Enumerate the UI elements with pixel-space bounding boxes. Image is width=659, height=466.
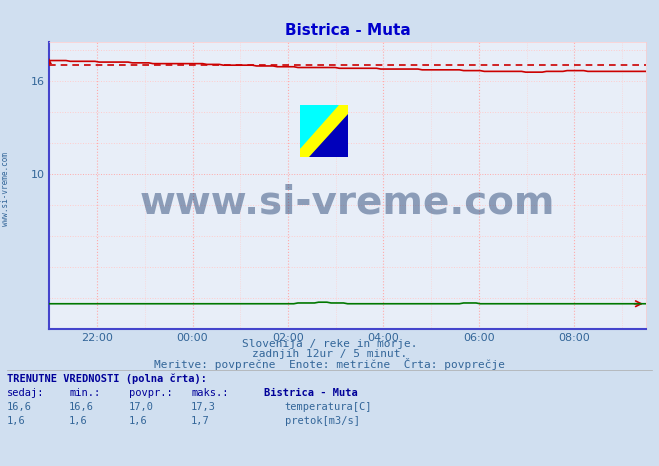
Text: maks.:: maks.: (191, 388, 229, 397)
Text: 1,6: 1,6 (7, 416, 25, 425)
Text: 1,6: 1,6 (69, 416, 88, 425)
Text: zadnjih 12ur / 5 minut.: zadnjih 12ur / 5 minut. (252, 349, 407, 358)
Text: min.:: min.: (69, 388, 100, 397)
Text: Bistrica - Muta: Bistrica - Muta (264, 388, 357, 397)
Text: 17,3: 17,3 (191, 402, 216, 411)
Text: 16,6: 16,6 (69, 402, 94, 411)
Text: 1,6: 1,6 (129, 416, 147, 425)
Text: Meritve: povprečne  Enote: metrične  Črta: povprečje: Meritve: povprečne Enote: metrične Črta:… (154, 358, 505, 370)
Text: temperatura[C]: temperatura[C] (285, 402, 372, 411)
Text: www.si-vreme.com: www.si-vreme.com (1, 152, 10, 226)
Text: www.si-vreme.com: www.si-vreme.com (140, 184, 556, 221)
Text: pretok[m3/s]: pretok[m3/s] (285, 416, 360, 425)
Text: povpr.:: povpr.: (129, 388, 172, 397)
Text: 16,6: 16,6 (7, 402, 32, 411)
Text: 17,0: 17,0 (129, 402, 154, 411)
Text: Slovenija / reke in morje.: Slovenija / reke in morje. (242, 339, 417, 349)
Text: 1,7: 1,7 (191, 416, 210, 425)
Title: Bistrica - Muta: Bistrica - Muta (285, 23, 411, 38)
Text: TRENUTNE VREDNOSTI (polna črta):: TRENUTNE VREDNOSTI (polna črta): (7, 374, 206, 384)
Text: sedaj:: sedaj: (7, 388, 44, 397)
